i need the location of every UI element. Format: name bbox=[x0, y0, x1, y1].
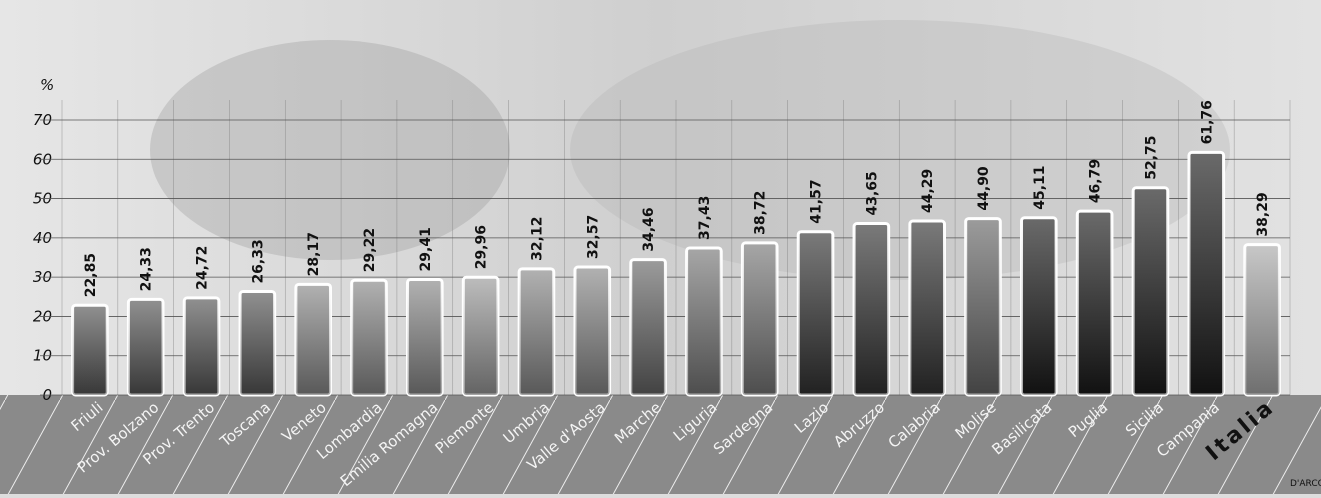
value-label: 24,72 bbox=[195, 246, 211, 290]
bar-shine bbox=[854, 223, 889, 395]
decor bbox=[570, 20, 1230, 280]
decor bbox=[150, 40, 510, 260]
credit: D'ARCO bbox=[1290, 479, 1321, 489]
value-label: 44,90 bbox=[976, 166, 992, 211]
y-axis-label: % bbox=[40, 76, 54, 94]
value-label: 24,33 bbox=[139, 247, 155, 291]
value-label: 34,46 bbox=[641, 207, 657, 251]
axis-band-pattern bbox=[0, 395, 1321, 494]
value-label: 28,17 bbox=[306, 232, 322, 276]
value-label: 61,76 bbox=[1199, 100, 1215, 144]
value-label: 41,57 bbox=[809, 179, 825, 223]
value-label: 38,72 bbox=[753, 191, 769, 235]
bar-shine bbox=[630, 259, 666, 395]
bar-shine bbox=[742, 242, 778, 395]
value-label: 29,96 bbox=[474, 225, 490, 269]
bar-shine bbox=[574, 267, 610, 395]
bar-shine bbox=[1133, 187, 1168, 395]
value-label: 52,75 bbox=[1143, 135, 1159, 179]
value-label: 38,29 bbox=[1255, 192, 1271, 236]
value-label: 37,43 bbox=[697, 196, 713, 240]
bar-shine bbox=[909, 221, 945, 395]
bar-shine bbox=[128, 299, 164, 395]
bar-shine bbox=[1077, 211, 1112, 395]
value-label: 32,57 bbox=[585, 215, 601, 259]
bar-shine bbox=[240, 291, 275, 395]
bar-shine bbox=[686, 247, 722, 395]
bar-shine bbox=[463, 277, 498, 395]
value-label: 26,33 bbox=[250, 239, 266, 283]
bar-shine bbox=[798, 231, 833, 395]
bar-shine bbox=[1188, 152, 1224, 395]
value-label: 22,85 bbox=[83, 253, 99, 297]
value-label: 29,22 bbox=[362, 228, 378, 272]
value-label: 45,11 bbox=[1032, 165, 1048, 209]
bar-shine bbox=[1244, 244, 1280, 395]
bar-shine bbox=[965, 218, 1001, 395]
value-label: 43,65 bbox=[864, 171, 880, 215]
value-label: 29,41 bbox=[418, 227, 434, 271]
bar-shine bbox=[72, 305, 108, 395]
bar-shine bbox=[407, 279, 443, 395]
bar-shine bbox=[519, 268, 554, 395]
bar-shine bbox=[184, 297, 219, 395]
value-label: 46,79 bbox=[1088, 159, 1104, 203]
bar-shine bbox=[1021, 217, 1057, 395]
bar-shine bbox=[295, 284, 331, 395]
value-label: 44,29 bbox=[920, 169, 936, 213]
value-label: 32,12 bbox=[529, 217, 545, 261]
bar-shine bbox=[351, 280, 387, 395]
